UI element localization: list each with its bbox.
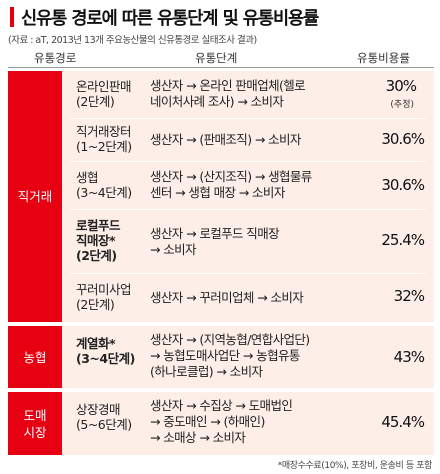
route-path: 생산자 → 수집상 → 도매법인 → 중도매인 → (하매인) → 소매상 → … — [150, 398, 293, 445]
table-row: 로컬푸드 직매장* (2단계) 생산자 → 로컬푸드 직매장 → 소비자 25.… — [62, 210, 434, 273]
row-divider — [70, 273, 426, 274]
route-name: 꾸러미사업 (2단계) — [76, 282, 132, 312]
row-divider — [70, 209, 426, 210]
group-panel-nonghyup — [62, 326, 434, 388]
table-row: 상장경매 (5~6단계) 생산자 → 수집상 → 도매법인 → 중도매인 → (… — [62, 392, 434, 455]
title-accent-bar — [10, 7, 14, 27]
route-name: 상장경매 (5~6단계) — [76, 402, 132, 432]
route-name: 온라인판매 (2단계) — [76, 79, 132, 109]
cost-rate: 30.6% — [381, 176, 425, 194]
route-name: 계열화* (3~4단계) — [76, 336, 135, 366]
group-panel-direct — [62, 71, 434, 322]
table-row: 온라인판매 (2단계) 생산자 → 온라인 판매업체(헬로 네이처사례 조사) … — [62, 71, 434, 118]
table-header: 유통경로 유통단계 유통비용률 — [0, 48, 440, 66]
cost-rate: 25.4% — [381, 231, 425, 249]
table-row: 직거래장터 (1~2단계) 생산자 → (판매조직) → 소비자 30.6% — [62, 119, 434, 161]
route-path: 생산자 → 온라인 판매업체(헬로 네이처사례 조사) → 소비자 — [150, 78, 306, 109]
row-divider — [70, 161, 426, 162]
header-rate: 유통비용률 — [357, 51, 410, 65]
route-name: 생협 (3~4단계) — [76, 170, 132, 200]
cost-rate: 43% — [393, 348, 425, 366]
page-title: 신유통 경로에 따른 유통단계 및 유통비용률 — [21, 8, 319, 29]
group-label-direct: 직거래 — [8, 71, 62, 322]
header-divider — [8, 67, 434, 68]
route-path: 생산자 → 꾸러미업체 → 소비자 — [150, 290, 304, 305]
group-label-wholesale: 도매 시장 — [8, 392, 62, 455]
rate-note: (추정) — [390, 100, 414, 110]
route-name: 직거래장터 (1~2단계) — [76, 124, 132, 154]
cost-rate: 30% — [385, 77, 417, 95]
route-path: 생산자 → (산지조직) → 생협물류 센터 → 생협 매장 → 소비자 — [150, 169, 312, 200]
group-label-nonghyup: 농협 — [8, 326, 62, 388]
cost-rate: 45.4% — [381, 413, 425, 431]
group-panel-wholesale — [62, 392, 434, 455]
title-row: 신유통 경로에 따른 유통단계 및 유통비용률 — [10, 4, 319, 30]
footnote: *매장수수료(10%), 포장비, 운송비 등 포함 — [277, 461, 433, 471]
route-name: 로컬푸드 직매장* (2단계) — [76, 218, 121, 263]
row-divider — [70, 118, 426, 119]
cost-rate: 32% — [393, 287, 425, 305]
table-row: 계열화* (3~4단계) 생산자 → (지역농협/연합사업단) → 농협도매사업… — [62, 326, 434, 388]
table-row: 꾸러미사업 (2단계) 생산자 → 꾸러미업체 → 소비자 32% — [62, 274, 434, 322]
route-path: 생산자 → (지역농협/연합사업단) → 농협도매사업단 → 농협유통 (하나로… — [150, 332, 310, 379]
route-path: 생산자 → 로컬푸드 직매장 → 소비자 — [150, 226, 280, 257]
cost-rate: 30.6% — [381, 130, 425, 148]
table-row: 생협 (3~4단계) 생산자 → (산지조직) → 생협물류 센터 → 생협 매… — [62, 162, 434, 209]
header-stages: 유통단계 — [195, 51, 238, 65]
route-path: 생산자 → (판매조직) → 소비자 — [150, 132, 301, 147]
header-route: 유통경로 — [34, 51, 77, 65]
source-note: (자료 : aT, 2013년 13개 주요농산물의 신유통경로 실태조사 결과… — [8, 35, 257, 46]
